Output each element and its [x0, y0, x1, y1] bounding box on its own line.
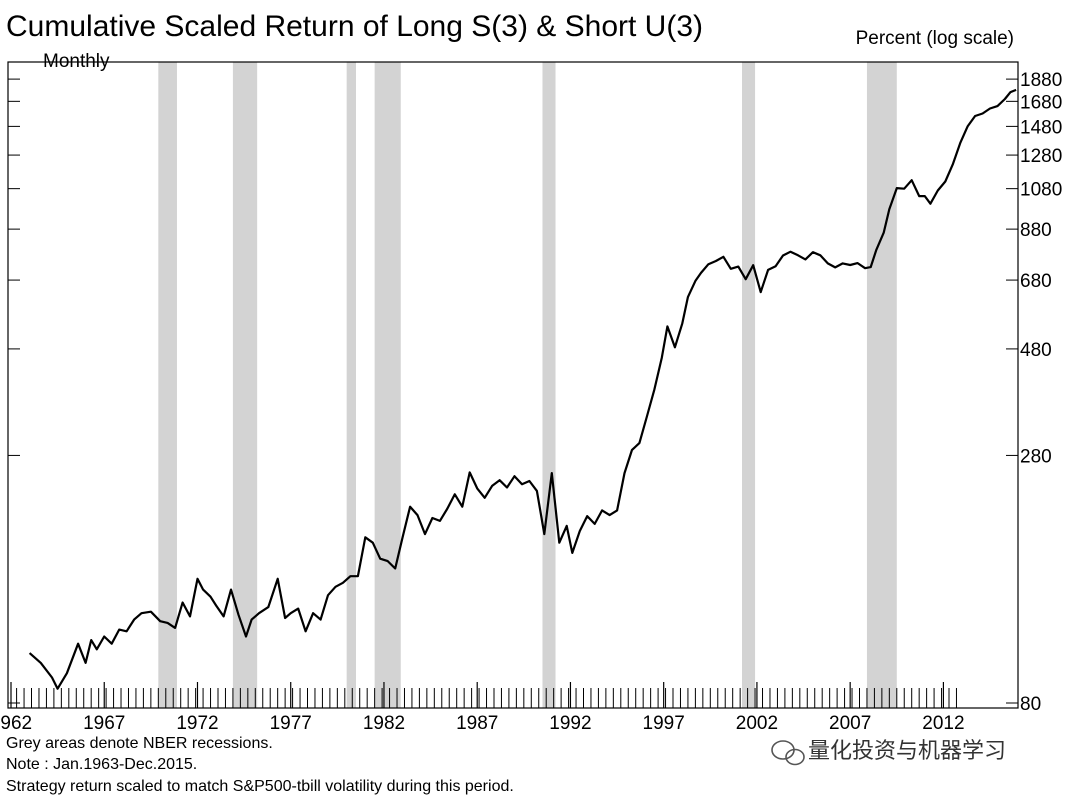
x-tick-label-10: 2012: [922, 713, 964, 734]
plot-frame: [7, 61, 1019, 709]
x-tick-label-1: 1967: [83, 713, 125, 734]
watermark-text: 量化投资与机器学习: [808, 738, 1006, 763]
chart-title: Cumulative Scaled Return of Long S(3) & …: [6, 10, 703, 43]
y-tick-label-5: 1080: [1020, 180, 1062, 201]
recession-band-1: [232, 62, 258, 708]
y-tick-label-7: 1480: [1020, 117, 1062, 138]
series-line: [28, 88, 1017, 690]
y-tick-label-4: 880: [1020, 220, 1052, 241]
y-tick-label-8: 1680: [1020, 92, 1062, 113]
y-axis-label: Percent (log scale): [856, 28, 1014, 49]
x-minor-ticks: [16, 688, 957, 708]
y-tick-label-0: 80: [1020, 694, 1041, 715]
recession-band-2: [346, 62, 356, 708]
y-tick-label-6: 1280: [1020, 146, 1062, 167]
recession-band-0: [158, 62, 177, 708]
recession-band-3: [374, 62, 401, 708]
x-tick-label-5: 1987: [456, 713, 498, 734]
recession-band-6: [866, 62, 897, 708]
x-tick-label-0: 1962: [0, 713, 32, 734]
x-tick-label-2: 1972: [176, 713, 218, 734]
x-ticks: 1962 1967 1972 1977 1982 1987 1992 1997 2002 2007…: [0, 682, 965, 734]
x-tick-label-3: 1977: [270, 713, 312, 734]
x-tick-label-4: 1982: [363, 713, 405, 734]
y-tick-label-1: 280: [1020, 446, 1052, 467]
recession-bands: [158, 62, 897, 708]
y-tick-label-3: 680: [1020, 271, 1052, 292]
y-tick-label-9: 1880: [1020, 70, 1062, 91]
x-tick-label-9: 2007: [829, 713, 871, 734]
note-line-2: Note : Jan.1963-Dec.2015.: [6, 756, 197, 773]
y-tick-label-2: 480: [1020, 340, 1052, 361]
x-tick-label-8: 2002: [736, 713, 778, 734]
note-line-1: Grey areas denote NBER recessions.: [6, 735, 273, 752]
note-line-3: Strategy return scaled to match S&P500-t…: [6, 778, 514, 795]
x-tick-label-6: 1992: [549, 713, 591, 734]
watermark: 量化投资与机器学习: [771, 738, 1006, 766]
recession-band-5: [742, 62, 756, 708]
wechat-icon: [771, 740, 805, 766]
recession-band-4: [542, 62, 556, 708]
x-tick-label-7: 1997: [643, 713, 685, 734]
